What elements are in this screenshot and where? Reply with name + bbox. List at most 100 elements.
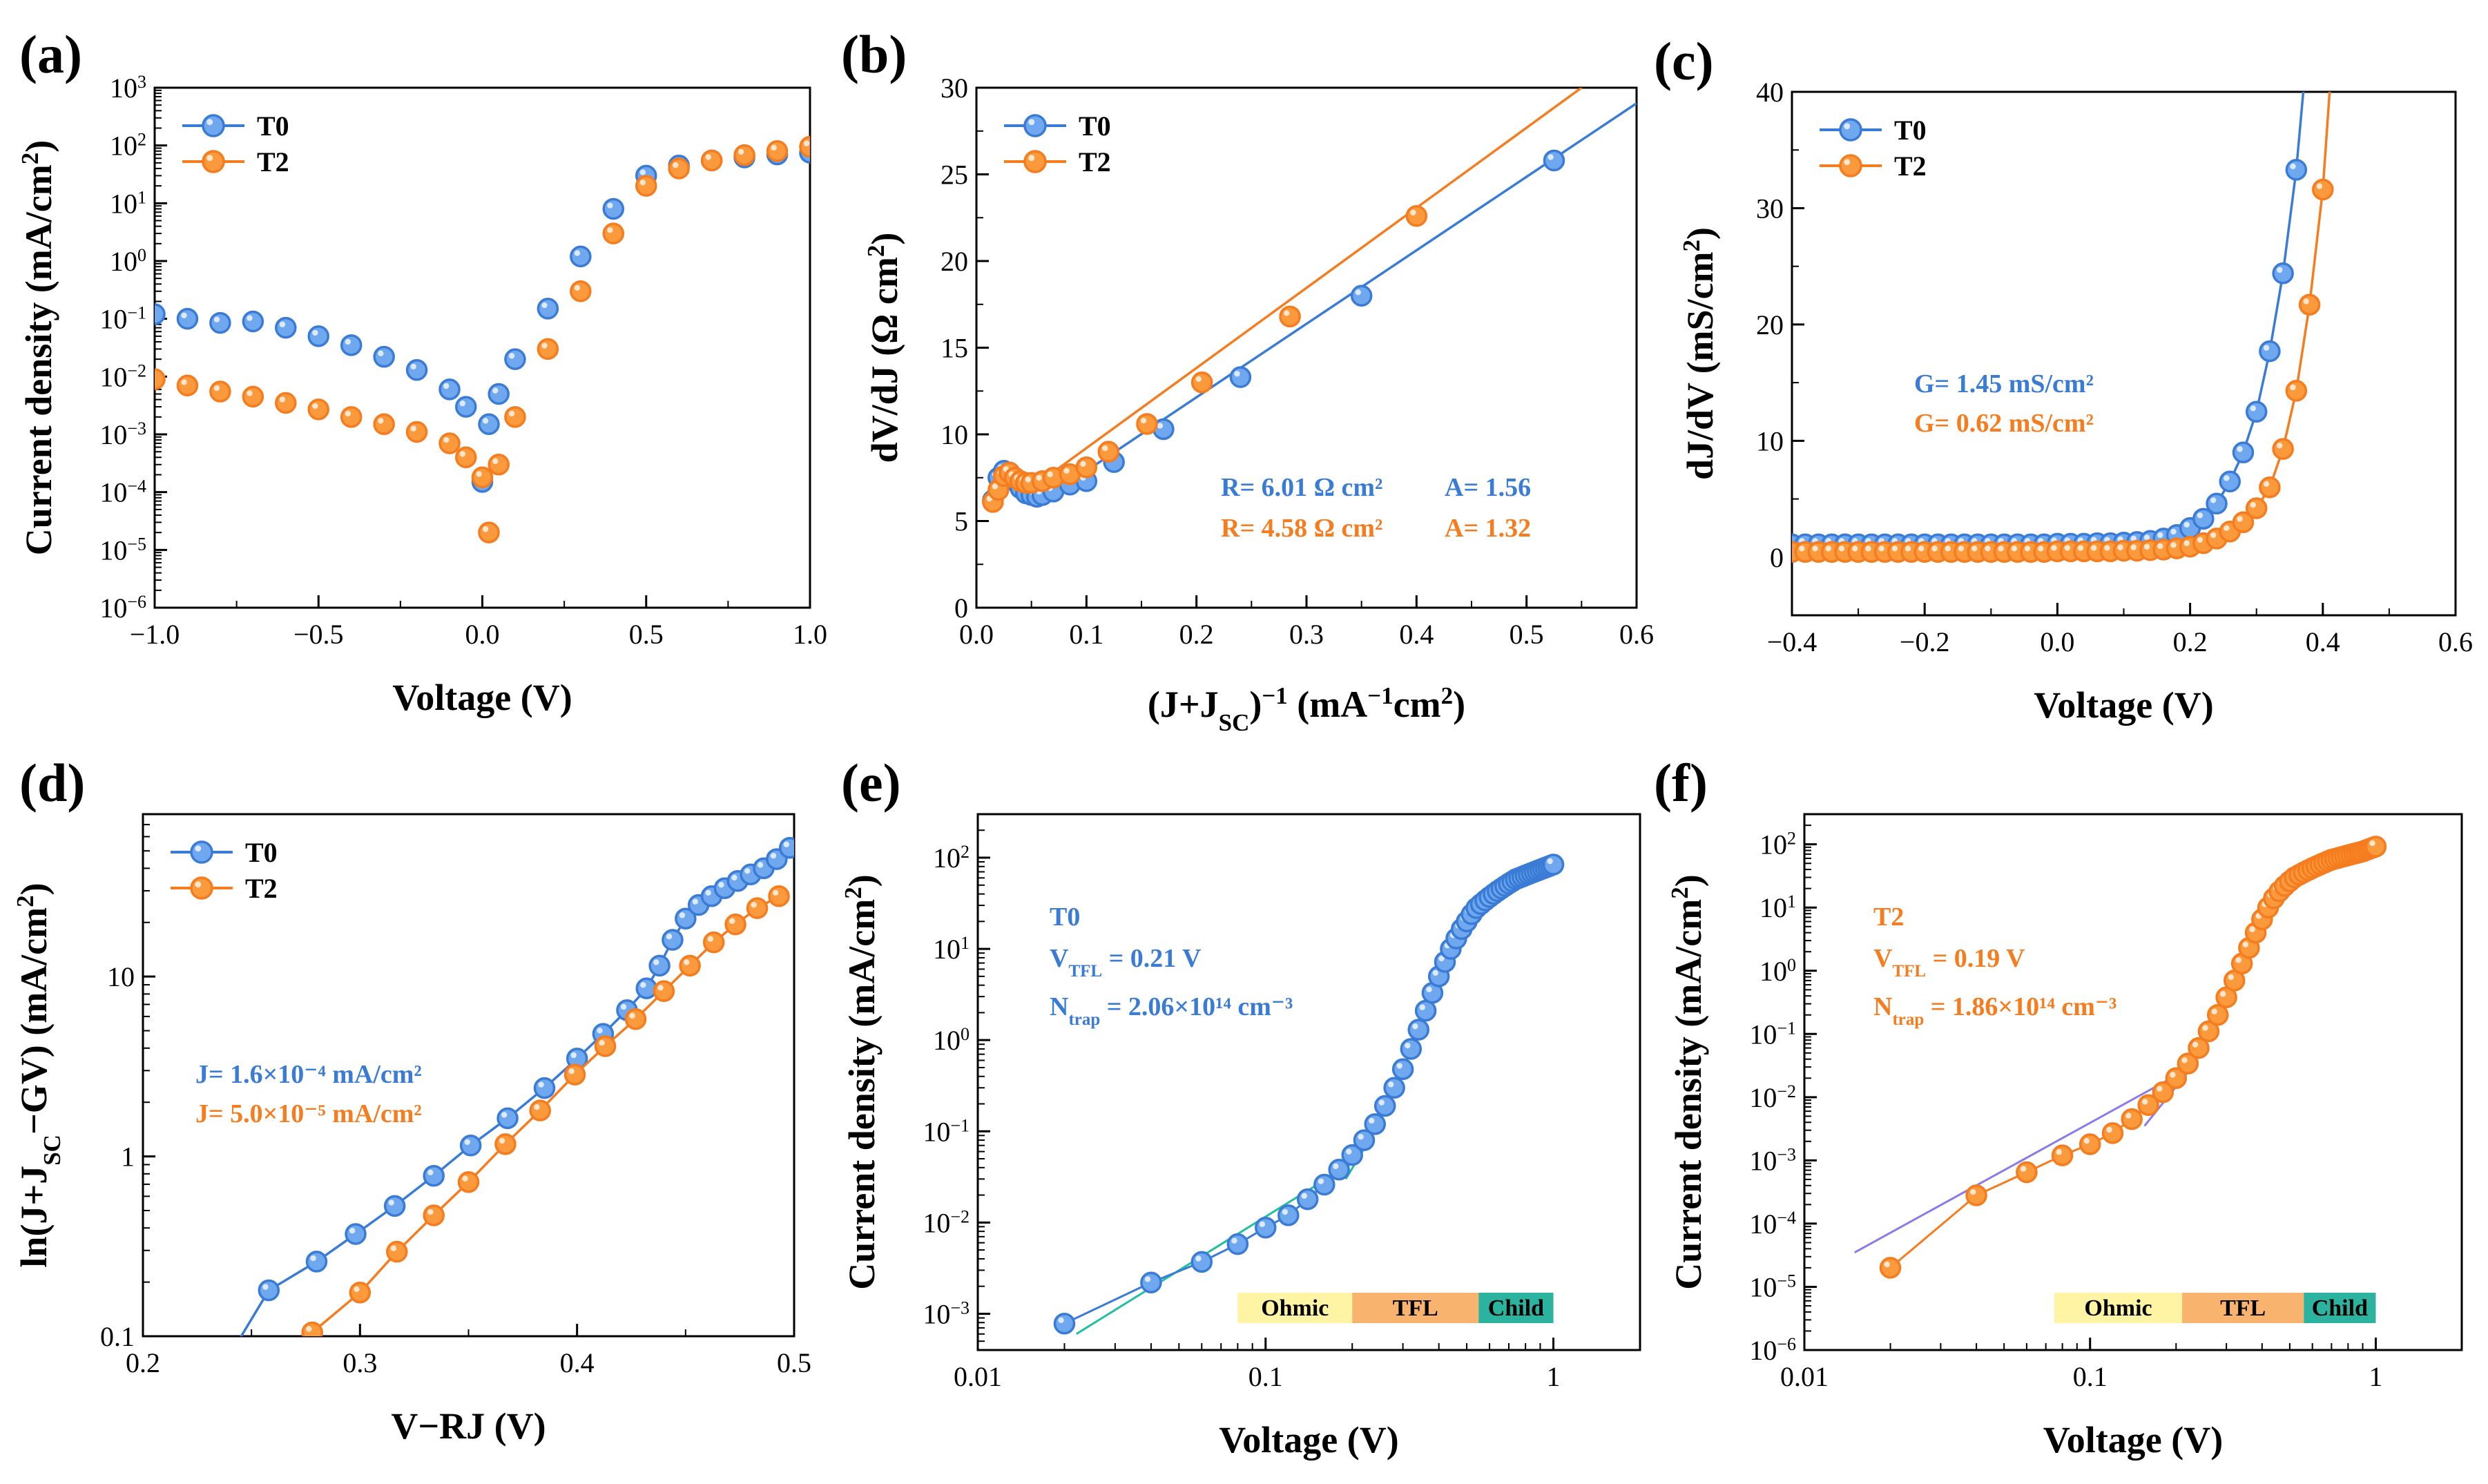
region-child xyxy=(2304,1293,2376,1323)
data-point-T2 xyxy=(537,338,559,360)
data-point-T0 xyxy=(459,1135,482,1157)
data-point-T2-highlight xyxy=(2056,1149,2062,1155)
data-point-T2 xyxy=(766,140,789,162)
data-point-T0-highlight xyxy=(1547,154,1554,160)
x-tick-label: 0.4 xyxy=(560,1347,595,1378)
data-point-T0-highlight xyxy=(2210,497,2217,503)
data-point-T2-highlight xyxy=(410,425,416,432)
data-point-T0-highlight xyxy=(2290,163,2296,170)
data-point-T0-highlight xyxy=(213,316,220,322)
data-point-T2 xyxy=(624,1008,647,1030)
y-tick-label: 0.1 xyxy=(100,1321,135,1352)
data-point-T0 xyxy=(405,359,428,381)
data-point-T2-highlight xyxy=(1799,546,1805,552)
data-point-T2-highlight xyxy=(1865,546,1871,552)
y-tick-label: 40 xyxy=(1756,77,1784,108)
data-point-T2-highlight xyxy=(2220,991,2226,997)
data-point-T0-highlight xyxy=(501,1112,508,1118)
data-point-T0 xyxy=(1296,1188,1319,1211)
data-point-T0-highlight xyxy=(1412,1023,1418,1030)
data-point-T2-highlight xyxy=(2183,540,2190,546)
y-tick-label: 10 xyxy=(107,961,135,992)
legend-marker-T2-highlight xyxy=(1028,155,1035,162)
data-point-T0 xyxy=(2219,470,2241,493)
data-point-T2 xyxy=(349,1281,372,1304)
data-point-T0-highlight xyxy=(482,418,489,424)
legend-marker-T2 xyxy=(202,150,225,173)
x-axis-title: (J+JSC)−1 (mA−1cm2) xyxy=(1148,682,1465,736)
data-point-T2-highlight xyxy=(508,410,515,417)
data-point-T0-highlight xyxy=(388,1199,394,1206)
legend-label-T0: T0 xyxy=(257,110,289,142)
data-point-T2-highlight xyxy=(2181,1057,2188,1063)
data-point-T0 xyxy=(455,396,477,418)
data-point-T0-highlight xyxy=(349,1227,356,1234)
y-tick-label: 10 xyxy=(941,419,968,450)
data-point-T2 xyxy=(746,897,769,919)
data-point-T2-highlight xyxy=(148,373,154,378)
data-point-T2-highlight xyxy=(2228,974,2235,981)
data-point-T2-highlight xyxy=(1918,546,1925,552)
data-point-T2 xyxy=(438,432,461,454)
data-point-T0 xyxy=(1414,999,1437,1022)
y-tick-label: 101 xyxy=(933,933,970,965)
data-point-T2-highlight xyxy=(2369,840,2375,847)
data-point-T2 xyxy=(307,398,329,421)
data-point-T0 xyxy=(2259,340,2281,363)
x-tick-label: 0.01 xyxy=(1780,1361,1829,1392)
series-fit-T0 xyxy=(1041,102,1637,501)
data-point-T2 xyxy=(2121,1108,2143,1130)
data-point-T0 xyxy=(176,307,199,330)
data-point-T2-highlight xyxy=(2242,941,2249,947)
data-point-T0 xyxy=(488,383,510,405)
data-point-T0-highlight xyxy=(639,169,646,175)
data-point-T0-highlight xyxy=(2250,405,2256,412)
data-point-T2 xyxy=(423,1204,445,1226)
data-point-T0-highlight xyxy=(2157,532,2163,539)
data-point-T0-highlight xyxy=(705,889,711,896)
region-label-child: Child xyxy=(1488,1295,1544,1321)
y-tick-label: 101 xyxy=(1759,892,1796,924)
annotation: Ntrap = 2.06×10¹⁴ cm⁻³ xyxy=(1050,992,1293,1029)
data-layer xyxy=(148,135,810,543)
data-point-T2 xyxy=(386,1240,408,1263)
data-point-T2 xyxy=(2206,1003,2229,1026)
data-point-T2-highlight xyxy=(2192,1041,2199,1048)
data-point-T2-highlight xyxy=(1063,468,1070,474)
data-point-T2 xyxy=(668,157,690,180)
data-point-T0 xyxy=(1140,1271,1162,1293)
y-tick-label: 100 xyxy=(933,1024,970,1057)
data-point-T0-highlight xyxy=(1358,1133,1364,1140)
x-tick-label: 0.5 xyxy=(777,1347,811,1378)
data-point-T0-highlight xyxy=(2183,521,2190,528)
data-point-T2 xyxy=(478,521,500,543)
x-axis-title: V−RJ (V) xyxy=(391,1405,546,1447)
x-tick-label: 0.5 xyxy=(629,619,664,650)
annotation: J= 5.0×10⁻⁵ mA/cm² xyxy=(195,1099,422,1128)
data-point-T0 xyxy=(438,378,461,401)
x-tick-label: 0.5 xyxy=(1510,619,1544,650)
data-point-T2-highlight xyxy=(1025,476,1031,483)
panel-f: (f) 0.01 0.1 1 10−6 10−5 10−4 10−3 10−2 10−1 100 10… xyxy=(1654,753,2463,1461)
data-point-T0-highlight xyxy=(692,898,698,905)
data-point-T0-highlight xyxy=(1195,1255,1202,1262)
data-point-T2-highlight xyxy=(1410,209,1416,216)
legend-marker-T0 xyxy=(190,840,213,864)
y-tick-label: 15 xyxy=(941,333,968,364)
data-point-T2 xyxy=(1405,204,1428,227)
data-point-T0-highlight xyxy=(2197,512,2203,519)
data-point-T2-highlight xyxy=(482,526,489,532)
data-point-T0-highlight xyxy=(718,882,724,888)
data-layer xyxy=(1792,92,2334,563)
data-point-T2-highlight xyxy=(2064,545,2070,551)
annotation: A= 1.56 xyxy=(1445,473,1531,502)
data-point-T2-highlight xyxy=(2211,1008,2218,1015)
data-point-T2 xyxy=(373,413,395,436)
y-axis-title: dV/dJ (Ω cm2) xyxy=(862,233,906,463)
x-tick-label: 0.3 xyxy=(1289,619,1324,650)
x-tick-label: 1.0 xyxy=(793,619,827,650)
y-tick-label: 10−1 xyxy=(923,1115,970,1148)
data-point-T0-highlight xyxy=(653,959,659,965)
data-point-T0-highlight xyxy=(1318,1178,1324,1184)
data-point-T2-highlight xyxy=(1945,546,1951,552)
